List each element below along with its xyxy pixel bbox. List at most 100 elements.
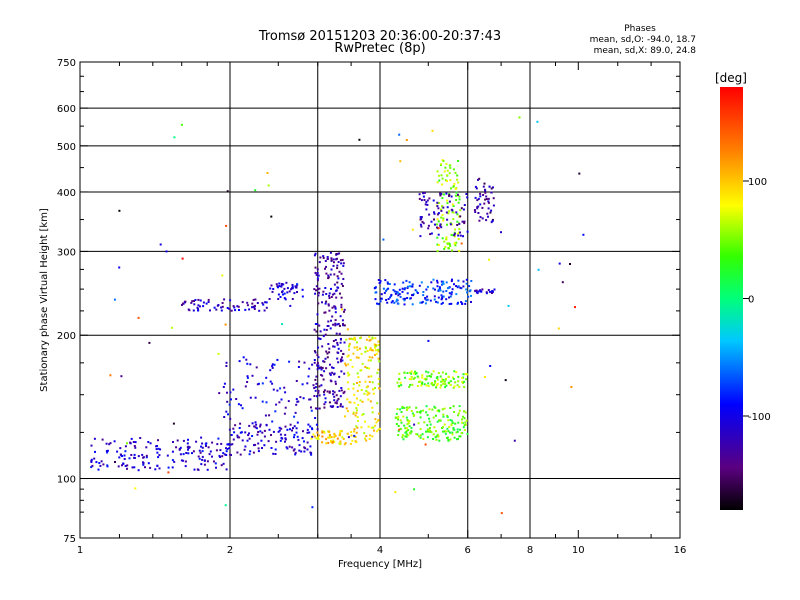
data-point bbox=[296, 421, 299, 424]
data-point bbox=[271, 363, 274, 366]
data-point bbox=[225, 361, 228, 364]
data-point bbox=[318, 394, 321, 397]
data-point bbox=[475, 187, 478, 190]
data-point bbox=[425, 405, 428, 408]
data-point bbox=[437, 409, 440, 412]
data-point bbox=[230, 434, 233, 436]
data-point bbox=[219, 449, 222, 452]
data-point bbox=[269, 380, 272, 383]
data-point bbox=[288, 445, 291, 448]
data-point bbox=[284, 438, 287, 441]
data-point bbox=[411, 285, 414, 288]
data-point bbox=[133, 466, 136, 469]
data-point bbox=[436, 205, 439, 208]
data-point bbox=[253, 444, 255, 447]
phases-line-o: mean, sd,O: -94.0, 18.7 bbox=[590, 35, 696, 45]
data-point bbox=[377, 419, 379, 422]
data-point bbox=[446, 287, 449, 290]
data-point bbox=[441, 237, 444, 240]
data-point bbox=[102, 463, 105, 466]
data-point bbox=[445, 162, 448, 165]
data-point bbox=[182, 439, 185, 442]
data-point bbox=[267, 184, 270, 187]
data-point bbox=[477, 205, 480, 208]
data-point bbox=[258, 309, 261, 312]
data-point bbox=[328, 435, 331, 438]
data-point bbox=[142, 462, 145, 465]
data-point bbox=[398, 378, 401, 381]
data-point bbox=[311, 427, 313, 430]
colorbar-tick-label: -100 bbox=[748, 412, 771, 423]
data-point bbox=[355, 356, 358, 359]
data-point bbox=[437, 296, 440, 299]
data-point bbox=[316, 363, 319, 366]
data-point bbox=[328, 292, 331, 295]
data-point bbox=[246, 301, 249, 304]
data-point bbox=[289, 304, 292, 307]
data-point bbox=[324, 311, 327, 314]
data-point bbox=[432, 438, 434, 440]
data-point bbox=[281, 323, 284, 326]
data-point bbox=[296, 291, 298, 293]
data-point bbox=[441, 197, 444, 200]
data-point bbox=[295, 431, 298, 434]
data-point bbox=[412, 377, 415, 380]
data-point bbox=[463, 417, 466, 420]
data-point bbox=[324, 302, 327, 305]
data-point bbox=[438, 179, 441, 182]
data-point bbox=[337, 397, 340, 400]
data-point bbox=[422, 222, 425, 225]
data-point bbox=[254, 443, 257, 446]
data-point bbox=[90, 466, 93, 469]
data-point bbox=[328, 372, 331, 375]
data-point bbox=[272, 452, 275, 455]
data-point bbox=[182, 302, 185, 305]
data-point bbox=[318, 337, 321, 340]
data-point bbox=[337, 322, 340, 325]
data-point bbox=[187, 438, 189, 441]
data-point bbox=[536, 120, 539, 123]
data-point bbox=[244, 308, 247, 311]
data-point bbox=[448, 172, 451, 175]
data-point bbox=[313, 361, 316, 364]
data-point bbox=[338, 324, 341, 327]
data-point bbox=[348, 344, 351, 347]
data-point bbox=[432, 287, 435, 290]
data-point bbox=[428, 375, 431, 377]
data-point bbox=[557, 327, 560, 330]
y-tick-label: 100 bbox=[57, 475, 76, 486]
data-point bbox=[433, 405, 436, 408]
data-point bbox=[341, 359, 344, 362]
data-point bbox=[176, 439, 179, 442]
data-point bbox=[446, 242, 449, 245]
data-point bbox=[458, 435, 461, 438]
data-point bbox=[421, 381, 424, 384]
data-point bbox=[368, 438, 371, 440]
data-point bbox=[280, 427, 283, 430]
data-point bbox=[226, 400, 229, 403]
data-point bbox=[377, 343, 380, 346]
data-point bbox=[339, 403, 342, 406]
data-point bbox=[303, 450, 306, 453]
data-point bbox=[461, 421, 464, 424]
data-point bbox=[454, 194, 457, 197]
x-tick-label: 8 bbox=[527, 545, 533, 556]
data-point bbox=[457, 279, 460, 282]
data-point bbox=[329, 251, 332, 254]
data-point bbox=[182, 453, 185, 456]
data-point bbox=[426, 295, 429, 298]
y-axis-label: Stationary phase Virtual Height [km] bbox=[39, 208, 50, 392]
data-point bbox=[274, 448, 277, 451]
data-point bbox=[487, 215, 489, 218]
data-point bbox=[327, 441, 330, 444]
data-point bbox=[446, 174, 449, 177]
data-point bbox=[422, 192, 425, 195]
data-point bbox=[335, 394, 338, 397]
data-point bbox=[429, 429, 432, 432]
data-point bbox=[355, 407, 358, 410]
data-point bbox=[357, 420, 359, 422]
data-point bbox=[392, 289, 395, 292]
data-point bbox=[411, 383, 414, 386]
data-point bbox=[316, 395, 318, 398]
data-point bbox=[410, 285, 413, 288]
